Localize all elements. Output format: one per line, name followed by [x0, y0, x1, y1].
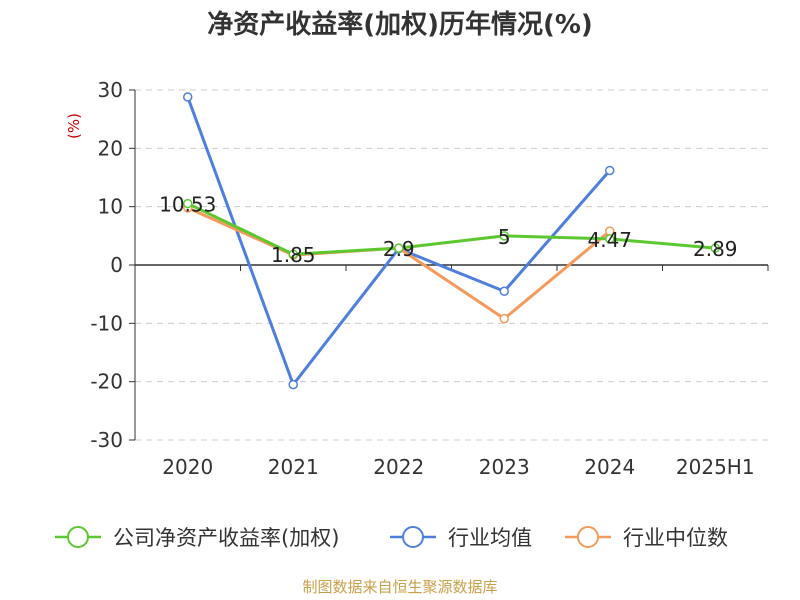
y-tick-label: 0 — [110, 253, 123, 277]
x-tick-label: 2020 — [162, 455, 213, 479]
x-tick-label: 2022 — [373, 455, 424, 479]
x-tick-label: 2021 — [268, 455, 319, 479]
x-tick-label: 2024 — [584, 455, 635, 479]
legend-label: 行业中位数 — [623, 526, 728, 550]
data-point[interactable] — [183, 92, 193, 102]
data-point[interactable] — [499, 231, 509, 241]
data-point[interactable] — [605, 234, 615, 244]
chart-title: 净资产收益率(加权)历年情况(%) — [207, 10, 593, 40]
axes: 30 20 10 0 -10 -20 -30 2020 2021 2022 2023 2024 2025… — [90, 78, 769, 479]
legend-item[interactable]: 行业中位数 — [565, 526, 728, 550]
source-note: 制图数据来自恒生聚源数据库 — [302, 578, 498, 596]
data-point[interactable] — [288, 249, 298, 259]
y-tick-label: 30 — [98, 78, 123, 102]
y-tick-label: 20 — [98, 136, 123, 160]
x-tick-label: 2025H1 — [676, 455, 755, 479]
data-point[interactable] — [394, 243, 404, 253]
legend-marker-icon — [577, 526, 599, 548]
series-line — [187, 202, 716, 256]
data-label: 4.47 — [587, 228, 632, 252]
data-label: 5 — [498, 225, 511, 249]
y-tick-label: 10 — [98, 195, 123, 219]
series-lines — [183, 92, 720, 390]
legend-marker-icon — [67, 526, 89, 548]
data-label: 2.89 — [693, 237, 738, 261]
legend-item[interactable]: 公司净资产收益率(加权) — [55, 526, 339, 550]
data-point[interactable] — [710, 243, 720, 253]
data-label: 1.85 — [271, 243, 316, 267]
y-tick-label: -20 — [90, 370, 123, 394]
legend[interactable]: 公司净资产收益率(加权) 行业均值 行业中位数 — [55, 526, 728, 550]
data-point[interactable] — [605, 165, 615, 176]
x-tick-label: 2023 — [479, 455, 530, 479]
legend-marker-icon — [402, 526, 424, 548]
data-label: 10.53 — [159, 193, 216, 217]
data-point[interactable] — [183, 198, 193, 209]
data-label: 2.9 — [383, 237, 415, 261]
data-point[interactable] — [499, 286, 509, 296]
legend-label: 公司净资产收益率(加权) — [113, 526, 339, 550]
legend-item[interactable]: 行业均值 — [390, 526, 532, 550]
data-point[interactable] — [288, 379, 298, 390]
y-tick-label: -10 — [90, 311, 123, 335]
y-tick-label: -30 — [90, 428, 123, 452]
series-line — [187, 206, 611, 321]
data-labels: 10.53 1.85 2.9 5 4.47 2.89 — [159, 193, 737, 268]
legend-label: 行业均值 — [448, 526, 532, 550]
y-axis-label: (%) — [65, 113, 83, 139]
data-point[interactable] — [499, 313, 509, 324]
